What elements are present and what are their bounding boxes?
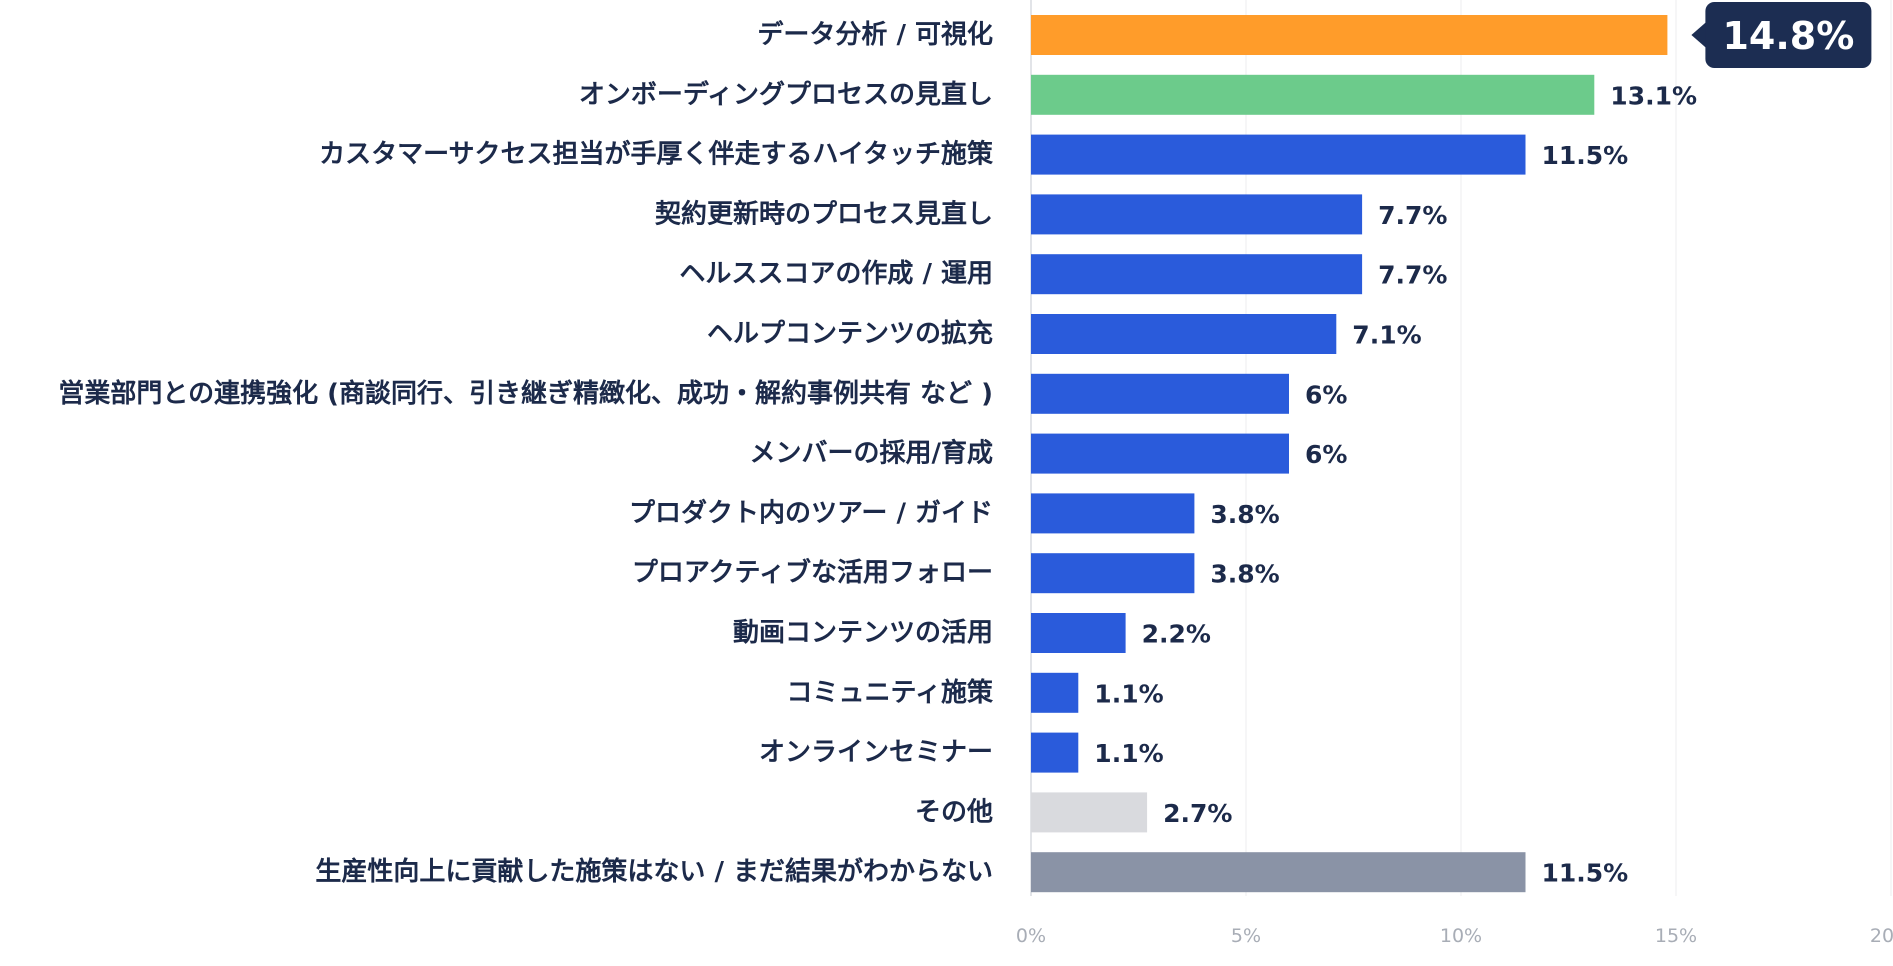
bar — [1031, 792, 1148, 833]
value-label: 6% — [1305, 380, 1347, 409]
value-label: 1.1% — [1094, 679, 1163, 708]
bar — [1031, 194, 1363, 235]
x-tick-label: 15% — [1655, 925, 1697, 947]
x-tick-label: 20% — [1870, 925, 1893, 947]
bar — [1031, 373, 1289, 414]
callout-pointer — [1691, 21, 1708, 49]
bar — [1031, 74, 1595, 115]
category-label: カスタマーサクセス担当が手厚く伴走するハイタッチ施策 — [319, 139, 993, 170]
bar — [1031, 852, 1526, 893]
category-label: その他 — [915, 797, 993, 827]
x-tick-label: 10% — [1440, 925, 1482, 947]
callout: 14.8% — [1691, 2, 1872, 68]
category-label: プロアクティブな活用フォロー — [632, 557, 993, 588]
value-label: 2.7% — [1163, 799, 1232, 828]
value-label: 7.1% — [1352, 321, 1421, 350]
category-label: メンバーの採用/育成 — [750, 438, 994, 469]
value-label: 1.1% — [1094, 739, 1163, 768]
bar — [1031, 732, 1079, 773]
x-axis: 0% 5% 10% 15% 20% — [1016, 925, 1893, 947]
category-label: コミュニティ施策 — [787, 677, 993, 708]
value-label: 13.1% — [1610, 81, 1697, 110]
category-label: オンラインセミナー — [759, 738, 993, 768]
x-tick-label: 5% — [1231, 925, 1261, 947]
category-label: 契約更新時のプロセス見直し — [654, 198, 993, 229]
bar — [1031, 15, 1668, 55]
bar — [1031, 672, 1079, 713]
value-label: 6% — [1305, 440, 1347, 469]
category-label: データ分析 / 可視化 — [757, 19, 993, 50]
category-labels: データ分析 / 可視化オンボーディングプロセスの見直しカスタマーサクセス担当が手… — [58, 19, 993, 887]
value-label: 7.7% — [1378, 261, 1447, 290]
value-label: 11.5% — [1542, 859, 1629, 888]
category-label: 動画コンテンツの活用 — [733, 618, 993, 648]
value-label: 14.8% — [1722, 14, 1854, 58]
bar — [1031, 134, 1526, 175]
bar — [1031, 254, 1363, 295]
bar — [1031, 314, 1337, 354]
value-label: 3.8% — [1210, 560, 1279, 589]
value-label: 3.8% — [1210, 500, 1279, 529]
category-label: オンボーディングプロセスの見直し — [579, 79, 993, 110]
callout-box — [1705, 2, 1872, 68]
bar — [1031, 613, 1126, 653]
category-label: 生産性向上に貢献した施策はない / まだ結果がわからない — [315, 856, 993, 887]
category-label: ヘルススコアの作成 / 運用 — [679, 259, 993, 289]
x-tick-label: 0% — [1016, 925, 1046, 947]
value-label: 2.2% — [1142, 620, 1211, 649]
category-label: プロダクト内のツアー / ガイド — [629, 497, 993, 528]
category-label: ヘルプコンテンツの拡充 — [707, 318, 993, 349]
bars — [1031, 15, 1668, 893]
highlight-callout: 14.8% — [1691, 2, 1872, 68]
category-label: 営業部門との連携強化 (商談同行、引き継ぎ精緻化、成功・解約事例共有 など ) — [58, 378, 993, 409]
value-labels: 13.1% 11.5% 7.7% 7.7% 7.1% 6% 6% 3.8% 3.8% 2.2% 1.… — [1094, 81, 1697, 887]
bar — [1031, 493, 1195, 534]
bar — [1031, 433, 1289, 474]
bar — [1031, 553, 1195, 594]
value-label: 11.5% — [1542, 141, 1629, 170]
value-label: 7.7% — [1378, 201, 1447, 230]
